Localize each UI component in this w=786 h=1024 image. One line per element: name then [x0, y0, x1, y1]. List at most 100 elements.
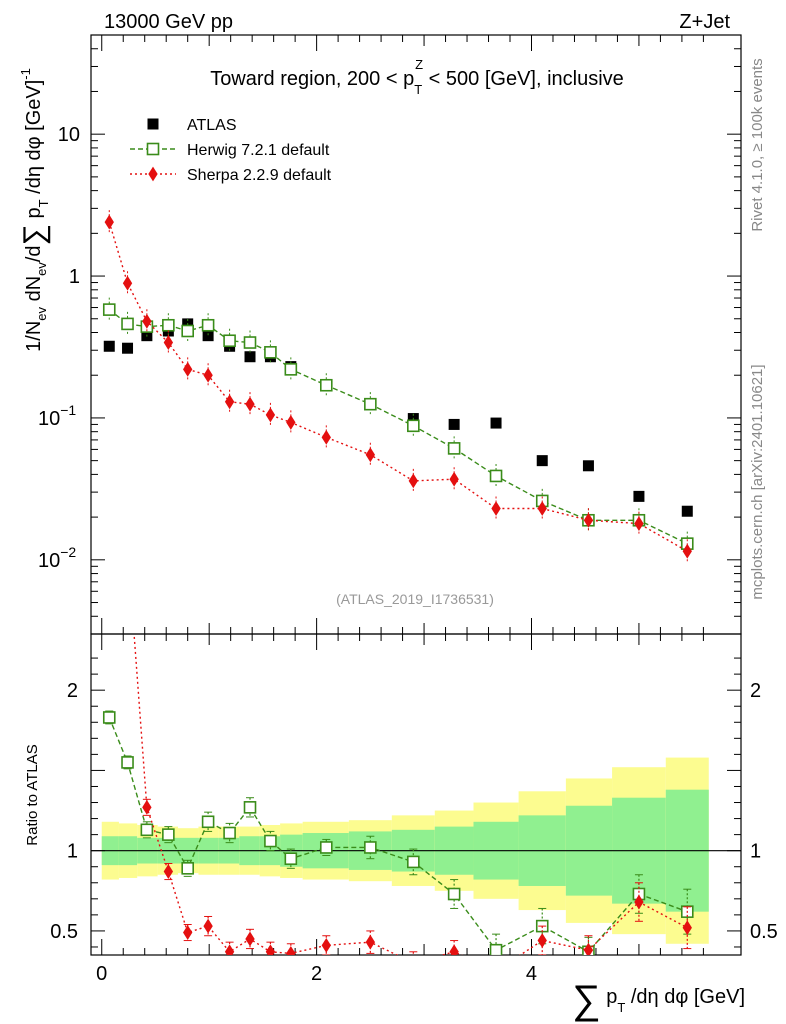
herwig-point [201, 318, 215, 332]
main-ytick-base: 10 [38, 550, 60, 572]
sherpa-point [537, 501, 547, 516]
herwig-point [181, 324, 194, 338]
sherpa-point [321, 429, 331, 445]
sherpa-point [163, 335, 174, 350]
sherpa-line [108, 221, 688, 552]
sherpa-point [183, 361, 193, 377]
main-title-sub: T [414, 82, 422, 97]
sherpa-point [245, 396, 255, 412]
sherpa-ratio-point [123, 538, 132, 553]
atlas-legend-label: ATLAS [187, 117, 237, 134]
mcplots-label: mcplots.cern.ch [arXiv:2401.10621] [749, 364, 766, 599]
herwig-point [243, 336, 257, 349]
herwig-ratio-point [407, 855, 420, 869]
sherpa-point [365, 447, 376, 463]
herwig-legend-label: Herwig 7.2.1 default [187, 142, 330, 159]
main-title: Toward region, 200 < pTZ < 500 [GeV], in… [210, 57, 624, 97]
sherpa-point [265, 407, 276, 423]
herwig-line [108, 309, 688, 545]
sherpa-point [682, 543, 692, 559]
main-ytick-label: 10−1 [38, 402, 76, 430]
atlas-point [681, 505, 693, 517]
herwig-ratio-point [364, 841, 377, 854]
sherpa-ratio-point [537, 933, 547, 948]
sherpa-ratio-point [365, 934, 376, 950]
herwig-ratio-point [223, 826, 236, 840]
sherpa-ratio-point [183, 925, 193, 940]
main-ytick-label: 10−2 [38, 544, 76, 572]
herwig-ratio-point [162, 828, 175, 841]
herwig-ratio-point [102, 711, 116, 724]
sherpa-point [491, 501, 501, 516]
ratio-frame [90, 633, 742, 956]
herwig-point [364, 397, 377, 411]
rivet-label: Rivet 4.1.0, ≥ 100k events [749, 58, 766, 231]
sherpa-point [224, 394, 235, 410]
herwig-point [264, 346, 277, 359]
sherpa-point [104, 214, 114, 230]
main-ytick-label: 10 [58, 124, 80, 146]
watermark-label: (ATLAS_2019_I1736531) [336, 591, 494, 607]
main-ytick-base: 10 [38, 408, 60, 430]
ratio-xtick-label: 2 [311, 963, 322, 985]
ratio-ytick-label-right: 0.5 [750, 921, 778, 943]
sherpa-ratio-point [682, 920, 692, 936]
herwig-ratio-point [140, 823, 154, 837]
atlas-point [103, 340, 115, 352]
sherpa-point [142, 313, 152, 329]
herwig-legend-marker [146, 142, 160, 156]
sherpa-ratio-point [142, 799, 152, 815]
sherpa-ratio-point [245, 931, 255, 947]
ratio-xlabel: ∑ pT /dη dφ [GeV] [572, 978, 745, 1022]
sherpa-ratio-point [449, 944, 459, 955]
svg-text:Toward region, 200 < pTZ < 500: Toward region, 200 < pTZ < 500 [GeV], in… [210, 57, 624, 97]
herwig-point [447, 442, 461, 455]
herwig-point [162, 318, 175, 332]
herwig-point [223, 334, 236, 348]
sherpa-ratio-point [634, 894, 644, 910]
sherpa-point [122, 275, 133, 291]
sherpa-ratio-point [409, 956, 418, 971]
sherpa-ratio-point [163, 864, 174, 879]
sherpa-point [449, 471, 459, 487]
sherpa-ratio-point [321, 937, 331, 953]
main-ylabel: 1/Nev dNev/d∑ pT /dη dφ [GeV]-1 [18, 68, 51, 352]
sherpa-point [408, 473, 418, 489]
sherpa-ratio-point [203, 918, 213, 934]
herwig-ratio-point [264, 834, 277, 848]
atlas-point [582, 460, 594, 472]
herwig-point [319, 378, 333, 392]
sherpa-point [583, 512, 594, 528]
herwig-ratio-point [181, 862, 194, 875]
herwig-point [489, 469, 503, 483]
atlas-point [448, 418, 460, 430]
sherpa-point [203, 367, 213, 383]
ratio-ytick-label-right: 2 [750, 680, 761, 702]
beam-label: 13000 GeV pp [104, 11, 233, 33]
herwig-ratio-point [319, 841, 333, 854]
ratio-xtick-label: 4 [526, 963, 537, 985]
atlas-point [122, 342, 134, 354]
herwig-ratio-point [243, 801, 257, 814]
ratio-ytick-label-left: 2 [67, 680, 78, 702]
herwig-ratio-point [201, 815, 215, 829]
sherpa-point [634, 516, 644, 532]
herwig-ratio-point [121, 756, 134, 769]
herwig-point [121, 317, 134, 331]
main-title-post: < 500 [GeV], inclusive [423, 68, 624, 90]
herwig-ratio-point [489, 943, 503, 955]
main-title-pre: Toward region, 200 < p [210, 68, 414, 90]
herwig-ratio-point [284, 852, 298, 866]
atlas-point [633, 490, 645, 502]
atlas-point [202, 330, 214, 342]
sherpa-legend-marker [148, 166, 158, 182]
atlas-point [490, 417, 502, 429]
sherpa-ratio-point [491, 964, 500, 979]
legend: ATLAS Herwig 7.2.1 default Sherpa 2.2.9 de… [130, 117, 332, 184]
sherpa-ratio-point [286, 945, 296, 955]
process-label: Z+Jet [679, 11, 730, 33]
sherpa-legend-label: Sherpa 2.2.9 default [187, 167, 332, 184]
